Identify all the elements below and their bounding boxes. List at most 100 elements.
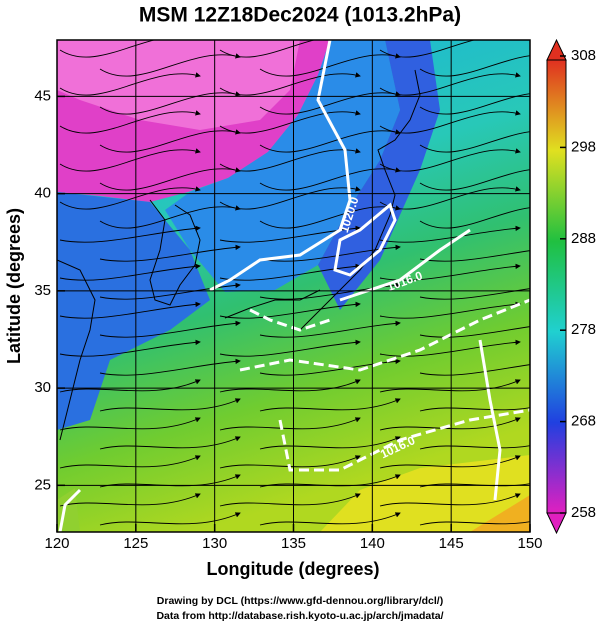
coastlines bbox=[57, 69, 421, 441]
streamline bbox=[419, 288, 530, 300]
streamline bbox=[419, 326, 530, 338]
y-tick-label: 25 bbox=[34, 476, 51, 493]
colorbar-tick-label: 298 bbox=[571, 138, 596, 155]
plot-frame bbox=[56, 39, 531, 533]
china-coast bbox=[57, 259, 96, 441]
streamline bbox=[99, 53, 241, 77]
streamline bbox=[59, 379, 201, 393]
streamline bbox=[259, 320, 401, 338]
isobar bbox=[209, 40, 352, 292]
streamline bbox=[59, 339, 201, 357]
streamline bbox=[219, 455, 361, 469]
y-tick-label: 45 bbox=[34, 87, 51, 104]
streamline bbox=[419, 169, 530, 191]
streamline bbox=[59, 186, 201, 210]
streamline bbox=[419, 55, 530, 77]
streamline bbox=[259, 91, 401, 115]
x-tick-label: 145 bbox=[439, 535, 464, 552]
streamline bbox=[419, 131, 530, 153]
korea-coast bbox=[149, 199, 201, 306]
streamline bbox=[99, 129, 241, 153]
streamline bbox=[259, 512, 401, 526]
streamline bbox=[419, 250, 530, 262]
isobar bbox=[58, 488, 82, 532]
streamline bbox=[259, 398, 401, 412]
streamline bbox=[259, 205, 401, 229]
streamline bbox=[379, 263, 521, 281]
isobar bbox=[333, 202, 397, 277]
streamline bbox=[59, 148, 201, 172]
streamline bbox=[259, 244, 401, 262]
warm-core bbox=[470, 495, 530, 532]
isobar bbox=[249, 308, 331, 332]
x-tick-label: 125 bbox=[123, 535, 148, 552]
streamline bbox=[99, 358, 241, 376]
streamline bbox=[59, 72, 201, 96]
kyushu-coast bbox=[224, 289, 321, 319]
streamline bbox=[419, 445, 530, 450]
streamline bbox=[219, 379, 361, 393]
streamline bbox=[59, 225, 201, 243]
colorbar-tick-label: 288 bbox=[571, 230, 596, 247]
colorbar-bottom-triangle bbox=[546, 512, 567, 535]
streamline bbox=[419, 93, 530, 115]
japan-sea bbox=[165, 40, 400, 292]
streamline bbox=[379, 417, 521, 431]
streamline bbox=[259, 53, 401, 77]
streamline bbox=[219, 417, 361, 431]
streamline bbox=[99, 282, 241, 300]
temperature-field: 1020.0 1016.0 1016.0 bbox=[57, 40, 530, 532]
isobar bbox=[239, 298, 530, 372]
japan-coast bbox=[299, 69, 421, 331]
x-tick-label: 150 bbox=[517, 535, 542, 552]
x-tick-label: 135 bbox=[281, 535, 306, 552]
streamline bbox=[59, 263, 201, 281]
streamline bbox=[259, 167, 401, 191]
streamline bbox=[219, 493, 361, 507]
streamline bbox=[379, 339, 521, 357]
x-tick-label: 120 bbox=[44, 535, 69, 552]
y-axis-label: Latitude (degrees) bbox=[4, 208, 24, 364]
streamline bbox=[379, 225, 521, 243]
streamline bbox=[99, 91, 241, 115]
streamline bbox=[219, 301, 361, 319]
streamline bbox=[59, 417, 201, 431]
streamline bbox=[419, 521, 530, 526]
streamline bbox=[259, 358, 401, 376]
streamline bbox=[99, 512, 241, 526]
cold-core bbox=[57, 40, 300, 130]
streamline bbox=[59, 493, 201, 507]
streamline bbox=[59, 110, 201, 134]
streamline bbox=[99, 167, 241, 191]
streamline bbox=[59, 40, 156, 58]
y-tick-label: 40 bbox=[34, 185, 51, 202]
streamline bbox=[419, 207, 530, 229]
y-tick-label: 35 bbox=[34, 282, 51, 299]
streamline bbox=[379, 379, 521, 393]
streamline bbox=[379, 301, 521, 319]
streamline bbox=[379, 455, 521, 469]
streamline bbox=[379, 493, 521, 507]
credit: Data from http://database.rish.kyoto-u.a… bbox=[156, 610, 443, 622]
streamline bbox=[259, 436, 401, 450]
streamline bbox=[59, 455, 201, 469]
colorbar-tick-label: 268 bbox=[571, 413, 596, 430]
streamline bbox=[99, 244, 241, 262]
streamline bbox=[99, 205, 241, 229]
colorbar bbox=[546, 59, 567, 514]
streamline bbox=[99, 398, 241, 412]
credit: Drawing by DCL (https://www.gfd-dennou.o… bbox=[157, 595, 443, 607]
colorbar-tick-label: 308 bbox=[571, 47, 596, 64]
streamline bbox=[259, 129, 401, 153]
x-axis-label: Longitude (degrees) bbox=[206, 559, 379, 579]
streamline bbox=[219, 339, 361, 357]
title: MSM 12Z18Dec2024 (1013.2hPa) bbox=[139, 4, 461, 27]
colorbar-tick-label: 258 bbox=[571, 504, 596, 521]
isobar bbox=[339, 228, 471, 302]
y-tick-label: 30 bbox=[34, 379, 51, 396]
japan-land bbox=[318, 40, 440, 310]
axes: 120 125 130 135 140 145 150 25 30 35 40 45 bbox=[34, 40, 543, 552]
streamline bbox=[219, 225, 361, 243]
isobar bbox=[478, 339, 502, 501]
